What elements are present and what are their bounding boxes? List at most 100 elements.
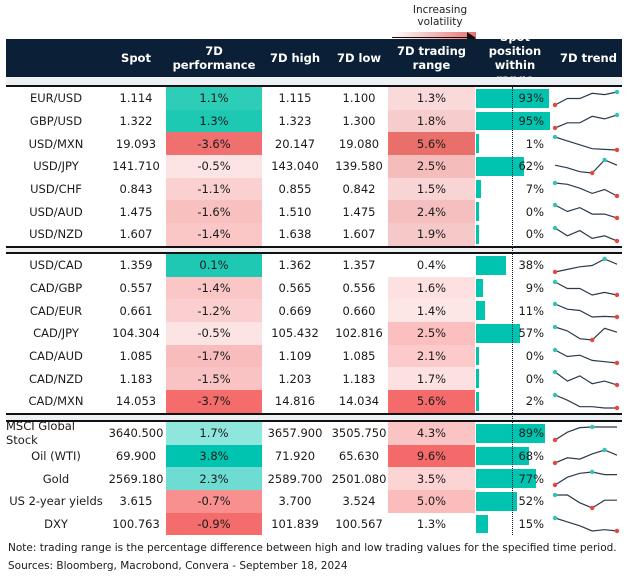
high-marker — [552, 180, 558, 185]
position-label: 89% — [518, 426, 544, 441]
trend-sparkline — [552, 135, 620, 153]
spot-value: 0.557 — [119, 281, 153, 296]
high-value: 1.323 — [278, 114, 312, 129]
position-bar — [476, 256, 506, 275]
spot-value: 1.607 — [119, 227, 153, 242]
instrument-name: Oil (WTI) — [31, 449, 81, 464]
high-marker — [552, 347, 558, 352]
high-value: 1.510 — [278, 204, 312, 219]
trend-line — [554, 91, 618, 106]
range-cell: 1.9% — [388, 223, 475, 246]
low-value: 0.660 — [342, 303, 376, 318]
low-marker — [589, 170, 595, 176]
performance-cell: -3.7% — [166, 390, 262, 413]
spot-value: 14.053 — [115, 394, 157, 409]
trend-line — [554, 159, 618, 174]
high-marker — [552, 302, 558, 307]
high-marker — [552, 279, 558, 284]
position-label: 9% — [525, 281, 544, 296]
trend-sparkline — [552, 180, 620, 198]
table-row: USD/CHF 0.843 -1.1% 0.855 0.842 1.5% 7% — [6, 177, 622, 201]
range-cell: 1.3% — [388, 512, 475, 536]
low-value: 1.085 — [342, 349, 376, 364]
header-7: 7D trend — [560, 51, 617, 65]
low-marker — [552, 125, 558, 130]
low-marker — [614, 360, 620, 365]
low-value: 0.842 — [342, 182, 376, 197]
high-value: 101.839 — [271, 517, 319, 532]
position-bar — [476, 157, 525, 176]
trend-line — [554, 136, 618, 151]
high-value: 1.638 — [278, 227, 312, 242]
low-value: 102.816 — [335, 326, 383, 341]
high-value: 14.816 — [274, 394, 316, 409]
spot-value: 2569.180 — [108, 471, 164, 486]
sources: Sources: Bloomberg, Macrobond, Convera -… — [8, 560, 348, 572]
trend-sparkline — [552, 370, 620, 388]
low-marker — [614, 405, 620, 411]
position-label: 95% — [518, 114, 544, 129]
footnote: Note: trading range is the percentage di… — [8, 542, 617, 554]
spot-value: 3.615 — [119, 494, 153, 509]
low-marker — [614, 292, 620, 297]
table-row: USD/AUD 1.475 -1.6% 1.510 1.475 2.4% 0% — [6, 200, 622, 224]
instrument-name: EUR/USD — [29, 91, 83, 106]
legend-label: Increasing volatility — [412, 4, 468, 28]
position-bar — [476, 225, 479, 244]
performance-cell: 1.3% — [166, 109, 262, 133]
low-marker — [552, 437, 558, 443]
table-row: CAD/AUD 1.085 -1.7% 1.109 1.085 2.1% 0% — [6, 344, 622, 368]
trend-sparkline — [552, 424, 617, 443]
group-cad: USD/CAD 1.359 0.1% 1.362 1.357 0.4% 38% CAD/GBP… — [6, 254, 622, 413]
performance-cell: -1.1% — [166, 177, 262, 201]
performance-cell: 1.1% — [166, 87, 262, 110]
divider — [6, 413, 622, 415]
spot-value: 3640.500 — [108, 426, 164, 441]
table-row: CAD/GBP 0.557 -1.4% 0.565 0.556 1.6% 9% — [6, 276, 622, 300]
trend-line — [555, 494, 617, 509]
performance-cell: 1.7% — [166, 422, 262, 445]
range-cell: 3.5% — [388, 467, 475, 491]
high-marker — [552, 203, 558, 208]
range-cell: 5.6% — [388, 132, 475, 156]
range-cell: 5.6% — [388, 390, 475, 413]
trend-line — [554, 449, 618, 464]
position-bar — [476, 424, 546, 443]
header-4: 7D low — [336, 51, 382, 65]
trend-sparkline — [552, 302, 620, 320]
high-value: 0.669 — [278, 303, 312, 318]
divider — [6, 252, 622, 254]
table-row: GBP/USD 1.322 1.3% 1.323 1.300 1.8% 95% — [6, 109, 622, 133]
table-row: USD/NZD 1.607 -1.4% 1.638 1.607 1.9% 0% — [6, 223, 622, 246]
table-row: EUR/USD 1.114 1.1% 1.115 1.100 1.3% 93% — [6, 87, 622, 110]
instrument-name: US 2-year yields — [9, 494, 103, 509]
instrument-name: Gold — [42, 471, 70, 486]
position-bar — [476, 179, 482, 199]
low-value: 1.475 — [342, 204, 376, 219]
low-value: 3505.750 — [331, 426, 387, 441]
trend-line — [554, 371, 618, 386]
performance-cell: -1.4% — [166, 223, 262, 246]
low-marker — [614, 148, 620, 153]
spot-value: 1.183 — [119, 371, 153, 386]
low-value: 139.580 — [335, 159, 383, 174]
range-cell: 1.4% — [388, 299, 475, 323]
trend-line — [554, 258, 618, 273]
range-cell: 2.4% — [388, 200, 475, 224]
spot-value: 69.900 — [115, 449, 157, 464]
spot-value: 100.763 — [112, 517, 160, 532]
high-value: 3657.900 — [267, 426, 323, 441]
spot-value: 104.304 — [112, 326, 160, 341]
position-label: 0% — [525, 204, 544, 219]
range-cell: 1.8% — [388, 109, 475, 133]
low-marker — [552, 269, 558, 275]
header-0 — [6, 39, 106, 77]
range-cell: 4.3% — [388, 422, 475, 445]
low-marker — [614, 238, 620, 244]
low-value: 65.630 — [338, 449, 380, 464]
high-marker — [602, 157, 607, 163]
high-marker — [552, 515, 558, 520]
range-cell: 1.7% — [388, 367, 475, 391]
spot-value: 141.710 — [112, 159, 160, 174]
spot-value: 1.085 — [119, 349, 153, 364]
